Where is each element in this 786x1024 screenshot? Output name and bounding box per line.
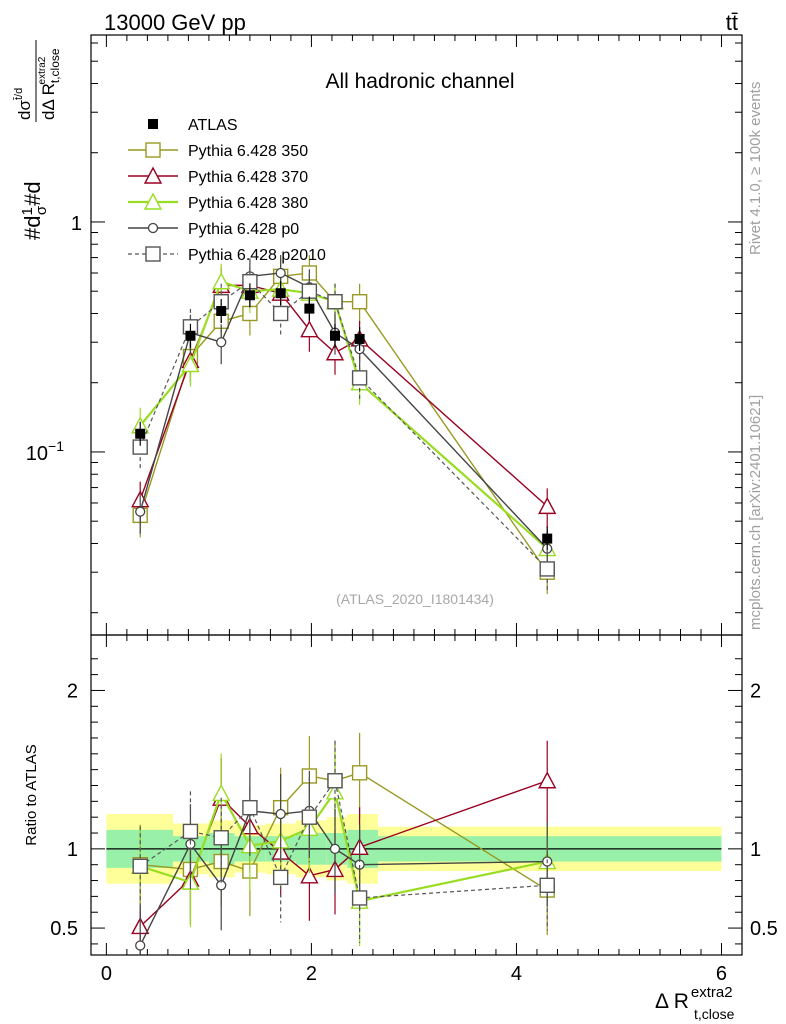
- x-tick-label: 4: [511, 963, 522, 985]
- atlas-point: [244, 290, 255, 301]
- y-axis-label: #d1σ#d dσt̄/d dΔ Rt,closeextra2: [13, 40, 62, 240]
- ratio-tick-label-right: 2: [750, 680, 761, 702]
- x-tick-label: 6: [716, 963, 727, 985]
- svg-text:dσt̄/d: dσt̄/d: [13, 88, 34, 120]
- series-marker: [538, 496, 557, 515]
- series-marker: [300, 320, 319, 338]
- legend-label: Pythia 6.428 370: [188, 169, 308, 186]
- axis-ticks: 0 2 4 6 1 10−1 0.5 0.5 1 1 2 2: [26, 35, 778, 985]
- series-line: [139, 280, 548, 550]
- top-series: [131, 254, 557, 595]
- series-marker: [351, 370, 368, 386]
- ratio-marker: [135, 940, 146, 951]
- ratio-marker: [329, 843, 341, 855]
- ratio-panel-frame: [90, 634, 743, 956]
- ratio-tick-label: 1: [67, 839, 78, 861]
- ratio-marker: [242, 799, 258, 816]
- legend-marker: [143, 166, 163, 184]
- process-label: tt̄: [726, 10, 738, 35]
- legend-marker: [148, 119, 158, 129]
- series-marker: [181, 355, 200, 373]
- x-tick-label: 0: [101, 963, 112, 985]
- series-marker: [539, 561, 555, 577]
- ratio-y-label: Ratio to ATLAS: [23, 744, 40, 845]
- ratio-marker: [272, 869, 289, 886]
- x-tick-label: 2: [306, 963, 317, 985]
- ratio-series: [131, 732, 557, 955]
- series-marker: [301, 283, 318, 299]
- atlas-point: [354, 333, 365, 344]
- ratio-marker: [216, 880, 227, 891]
- ratio-tick-label-right: 0.5: [750, 918, 778, 940]
- atlas-point: [275, 288, 286, 299]
- svg-text:t,close: t,close: [694, 1006, 735, 1022]
- series-marker: [351, 294, 368, 310]
- legend-marker: [143, 192, 163, 210]
- ratio-marker: [327, 773, 343, 789]
- legend-label: ATLAS: [188, 117, 238, 134]
- series-marker: [135, 506, 146, 517]
- ratio-marker: [539, 877, 555, 893]
- legend-label: Pythia 6.428 380: [188, 195, 308, 212]
- ratio-marker: [275, 808, 286, 820]
- ratio-marker: [300, 866, 319, 884]
- ratio-marker: [301, 809, 318, 825]
- legend-marker: [147, 222, 159, 234]
- y-tick-label: 10−1: [26, 438, 64, 465]
- atlas-point: [185, 330, 196, 341]
- series-marker: [272, 305, 289, 322]
- series-marker: [275, 267, 286, 279]
- legend-label: Pythia 6.428 350: [188, 143, 308, 160]
- rivet-label: Rivet 4.1.0, ≥ 100k events: [747, 82, 764, 255]
- ratio-marker: [351, 765, 368, 781]
- ratio-tick-label: 2: [67, 680, 78, 702]
- legend-marker: [145, 142, 161, 158]
- legend-label: Pythia 6.428 p2010: [188, 247, 326, 264]
- energy-label: 13000 GeV pp: [104, 10, 246, 35]
- chart-title: All hadronic channel: [325, 70, 514, 93]
- y-tick-label: 1: [71, 213, 82, 235]
- atlas-point: [542, 533, 553, 544]
- ratio-marker: [213, 830, 229, 846]
- ratio-marker: [538, 771, 557, 789]
- ratio-tick-label-right: 1: [750, 839, 761, 861]
- svg-text:dΔ Rt,closeextra2: dΔ Rt,closeextra2: [37, 48, 62, 120]
- atlas-point: [135, 428, 146, 439]
- svg-text:#d1σ#d: #d1σ#d: [19, 181, 50, 240]
- series-line: [139, 272, 548, 573]
- analysis-label: (ATLAS_2020_I1801434): [336, 591, 494, 607]
- legend-label: Pythia 6.428 p0: [188, 221, 299, 238]
- atlas-point: [304, 303, 315, 314]
- legend: ATLAS Pythia 6.428 350 Pythia 6.428 370 Pyt…: [128, 117, 326, 264]
- mcplots-label: mcplots.cern.ch [arXiv:2401.10621]: [747, 395, 764, 630]
- series-marker: [216, 337, 227, 348]
- atlas-point: [216, 306, 227, 317]
- ratio-marker: [132, 858, 148, 874]
- series-marker: [327, 294, 343, 310]
- legend-marker: [145, 246, 161, 262]
- series-line: [139, 280, 548, 570]
- ratio-tick-label: 0.5: [50, 918, 78, 940]
- series-marker: [212, 272, 231, 290]
- ratio-marker: [351, 890, 368, 906]
- atlas-point: [329, 330, 340, 341]
- ratio-marker: [182, 823, 199, 840]
